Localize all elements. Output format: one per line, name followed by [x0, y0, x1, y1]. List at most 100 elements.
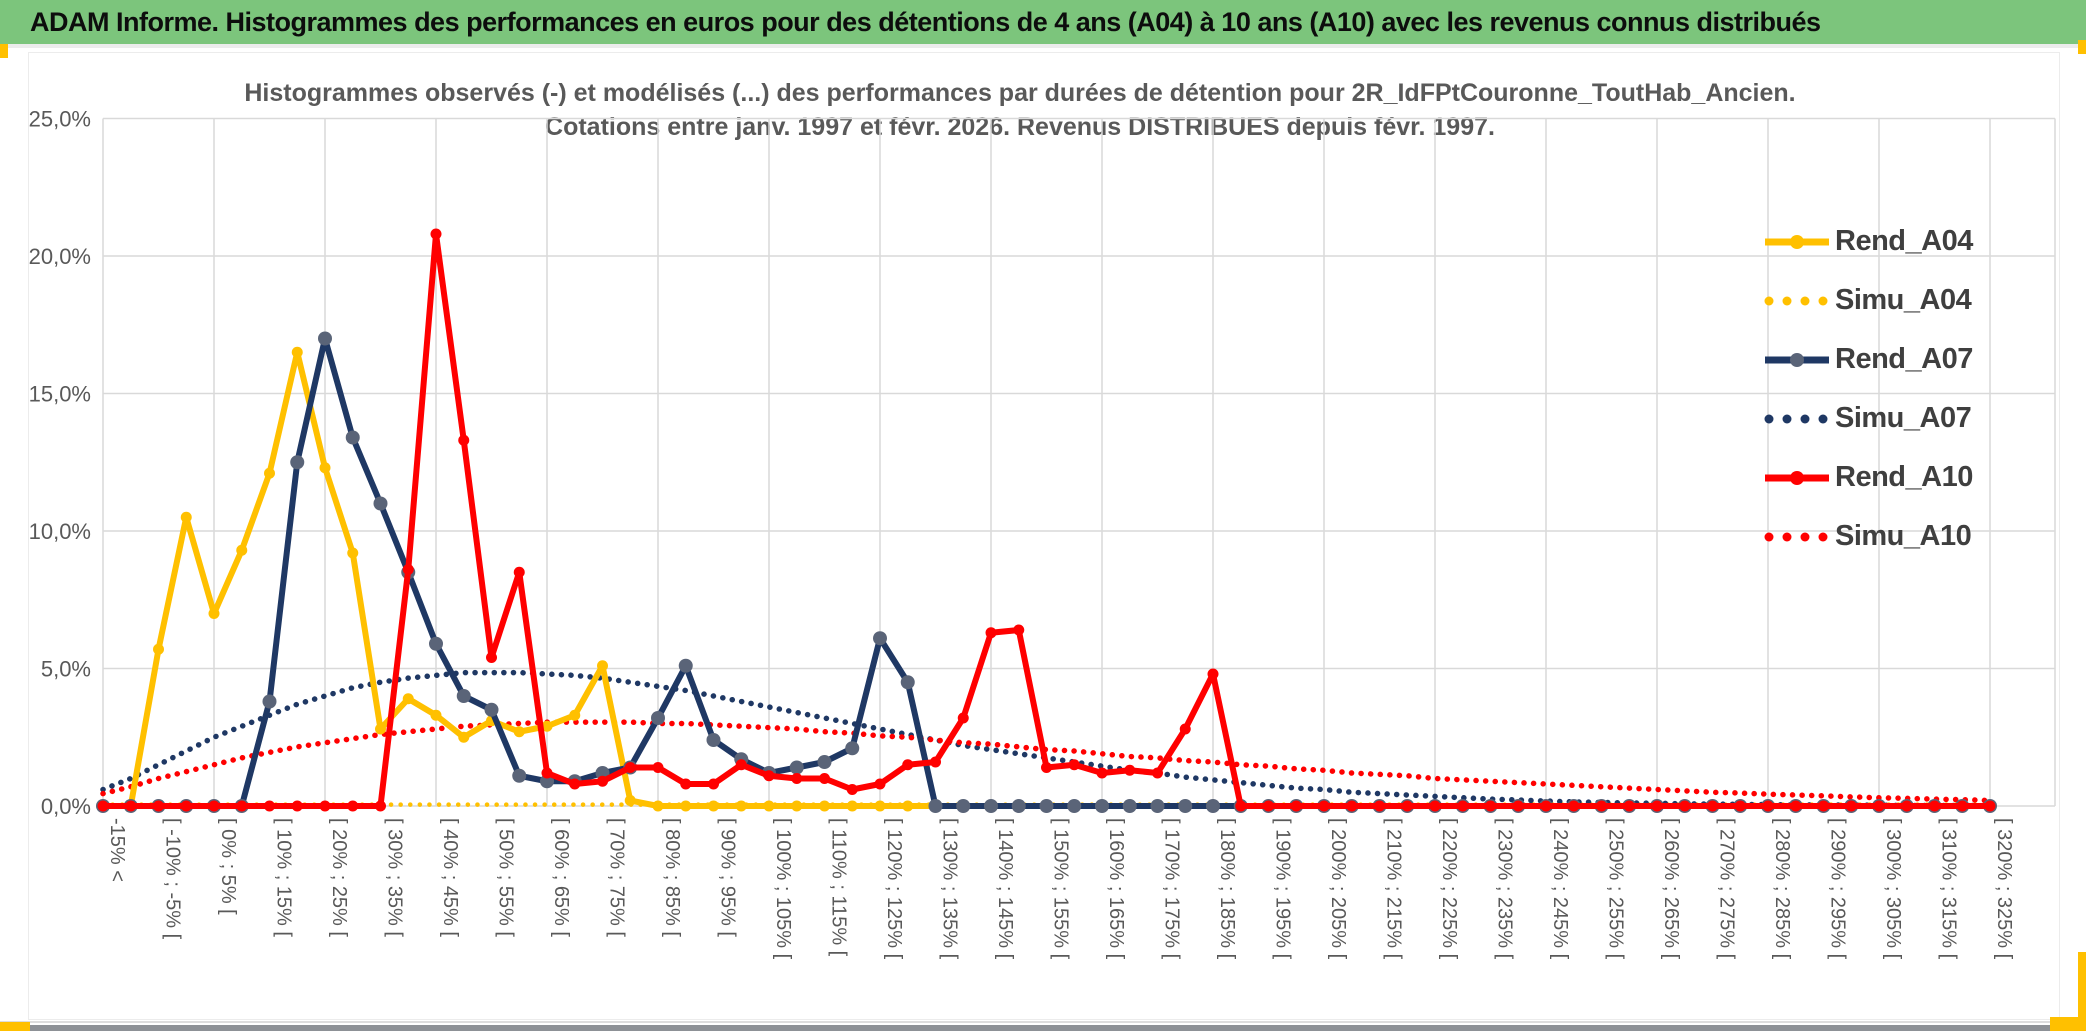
x-axis-tick-label: [ 150% ; 155% [ [1050, 818, 1072, 960]
series-Rend_A10-marker [1068, 759, 1080, 771]
x-axis-tick-label: [ 130% ; 135% [ [939, 818, 961, 960]
series-Rend_A10-marker [1818, 800, 1829, 812]
legend-label: Rend_A10 [1835, 461, 1973, 493]
x-axis-tick-label: [ 50% ; 55% [ [495, 818, 517, 937]
series-Rend_A07-marker [789, 760, 804, 775]
series-Rend_A10-marker [1179, 723, 1191, 735]
y-axis-tick-label: 0,0% [41, 794, 91, 819]
series-Rend_A04-marker [652, 800, 664, 812]
series-Rend_A07-marker [1150, 799, 1165, 813]
series-Rend_A04-marker [347, 547, 359, 559]
series-Rend_A07-marker [1178, 799, 1193, 813]
accent-top-right [2078, 40, 2086, 54]
legend-item-Rend_A07[interactable]: Rend_A07 [1763, 330, 2063, 389]
series-Rend_A10-marker [930, 756, 941, 768]
bottom-scroll-strip[interactable] [0, 1025, 2086, 1031]
x-axis-tick-label: [ 120% ; 125% [ [883, 818, 905, 960]
series-Rend_A04-marker [208, 608, 220, 619]
x-axis-tick-label: [ 20% ; 25% [ [328, 818, 350, 937]
series-Rend_A07-marker [1039, 799, 1054, 813]
legend-label: Rend_A07 [1835, 343, 1973, 375]
series-Rend_A07-marker [1206, 799, 1220, 813]
x-axis-tick-label: [ 40% ; 45% [ [439, 818, 461, 937]
series-Rend_A10-marker [1207, 668, 1219, 680]
series-Rend_A07-marker [429, 636, 443, 651]
series-Rend_A07-marker [651, 711, 665, 725]
series-Rend_A10-marker [791, 773, 803, 784]
legend-item-Simu_A04[interactable]: Simu_A04 [1763, 271, 2063, 330]
series-Rend_A10-marker [402, 564, 414, 575]
series-Rend_A07-marker [1011, 799, 1026, 813]
series-Rend_A07-marker [290, 455, 305, 470]
series-Rend_A10-marker [902, 759, 914, 771]
series-Rend_A10-marker [1568, 800, 1580, 812]
series-Rend_A10-marker [819, 773, 830, 784]
x-axis-tick-label: [ 200% ; 205% [ [1327, 818, 1349, 960]
chart-title-line2: Cotations entre janv. 1997 et févr. 2026… [545, 113, 1495, 141]
title-bar-shadow [0, 44, 2086, 48]
series-Rend_A10-marker [1096, 767, 1108, 779]
series-Rend_A10-marker [624, 762, 636, 773]
series-Rend_A10-marker [1901, 800, 1913, 812]
series-Rend_A10-marker [1845, 800, 1857, 812]
legend-item-Rend_A10[interactable]: Rend_A10 [1763, 448, 2063, 507]
x-axis-tick-label: [ 100% ; 105% [ [772, 818, 794, 960]
series-Rend_A07-marker [984, 799, 998, 813]
series-Rend_A10-marker [291, 800, 303, 812]
series-Rend_A04-marker [513, 726, 525, 738]
series-Rend_A10-marker [1263, 800, 1274, 812]
series-Rend_A10-marker [1124, 764, 1136, 776]
series-Rend_A07-marker [456, 689, 471, 703]
chart-card[interactable] [28, 52, 2060, 1020]
y-axis-tick-label: 20,0% [29, 244, 91, 269]
x-axis-tick-label: [ 170% ; 175% [ [1161, 818, 1183, 960]
series-Rend_A07-marker [873, 631, 887, 646]
series-Rend_A10-marker [652, 762, 664, 773]
series-Rend_A07-marker [1095, 799, 1109, 813]
series-Rend_A04-marker [458, 731, 470, 743]
series-Rend_A04-marker [846, 800, 858, 812]
x-axis-tick-label: [ 30% ; 35% [ [384, 818, 406, 937]
legend-item-Simu_A10[interactable]: Simu_A10 [1763, 507, 2063, 566]
series-Rend_A10-marker [1318, 800, 1330, 812]
series-Rend_A10-marker [957, 712, 969, 724]
y-axis-tick-label: 15,0% [29, 382, 91, 407]
series-Rend_A04-marker [236, 544, 248, 556]
series-Rend_A10-marker [874, 778, 886, 790]
legend-item-Simu_A07[interactable]: Simu_A07 [1763, 389, 2063, 448]
series-Rend_A04-marker [902, 800, 914, 812]
series-Rend_A04-marker [153, 643, 164, 655]
series-Rend_A04-marker [430, 709, 442, 721]
series-Rend_A07-marker [484, 702, 499, 717]
series-Rend_A10-marker [1929, 800, 1940, 812]
series-Rend_A10-marker [1596, 800, 1607, 812]
legend-item-Rend_A04[interactable]: Rend_A04 [1763, 212, 2063, 271]
x-axis-tick-label: [ 140% ; 145% [ [994, 818, 1016, 960]
series-Rend_A07-marker [540, 774, 554, 789]
x-axis-tick-label: [ 270% ; 275% [ [1716, 818, 1738, 960]
x-axis-tick-label: [ 210% ; 215% [ [1383, 818, 1405, 960]
x-axis-tick-label: [ 240% ; 245% [ [1549, 818, 1571, 960]
series-Rend_A10-marker [375, 800, 386, 812]
series-Rend_A10-marker [513, 566, 525, 578]
chart-legend: Rend_A04 Simu_A04 Rend_A07 Simu_A07 Rend_A10… [1763, 212, 2063, 566]
series-Rend_A10-marker [1346, 800, 1358, 812]
series-Rend_A07-marker [956, 799, 971, 813]
series-Rend_A04-marker [874, 800, 886, 812]
series-Rend_A10-marker [1512, 800, 1524, 812]
x-axis-tick-label: [ 300% ; 305% [ [1882, 818, 1904, 960]
series-Rend_A10-marker [1457, 800, 1469, 812]
series-Rend_A10-marker [1152, 767, 1163, 779]
series-Rend_A04-marker [708, 800, 719, 812]
chart-title: Histogrammes observés (-) et modélisés (… [140, 76, 1900, 144]
series-Rend_A10-marker [1651, 800, 1663, 812]
series-Rend_A10-marker [236, 800, 248, 812]
series-Rend_A10-marker [153, 800, 164, 812]
series-Rend_A04-marker [624, 795, 636, 806]
accent-top-left [0, 44, 8, 58]
legend-solid-line-icon [1765, 352, 1829, 367]
x-axis-tick-label: [ 110% ; 115% [ [828, 818, 850, 957]
accent-bottom-right [2050, 1017, 2086, 1031]
series-Rend_A10-marker [208, 800, 220, 812]
